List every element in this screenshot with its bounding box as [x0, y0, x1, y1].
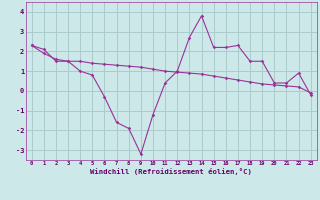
X-axis label: Windchill (Refroidissement éolien,°C): Windchill (Refroidissement éolien,°C): [90, 168, 252, 175]
